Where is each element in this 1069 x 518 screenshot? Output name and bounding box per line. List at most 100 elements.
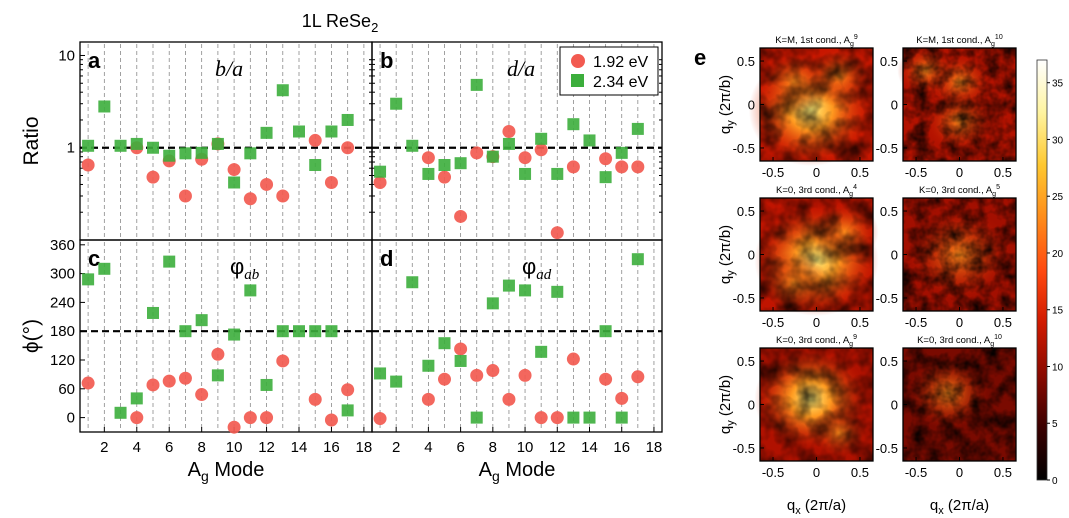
panel-letter: d — [380, 246, 393, 271]
data-point-2p34ev — [309, 159, 322, 172]
x-tick-label: 0 — [813, 165, 820, 180]
data-point-1p92ev — [276, 189, 290, 203]
y-tick-label: 240 — [50, 294, 75, 311]
data-point-1p92ev — [146, 170, 160, 184]
data-point-1p92ev — [373, 175, 387, 189]
data-point-1p92ev — [341, 383, 355, 397]
data-point-1p92ev — [276, 354, 290, 368]
heatmap-title-main: K=0, 3rd cond., A — [776, 335, 850, 346]
y-tick-label: 0.5 — [880, 354, 898, 369]
y-label-tail: (2π/b) — [717, 75, 734, 120]
data-point-2p34ev — [211, 137, 224, 150]
data-point-2p34ev — [519, 284, 532, 297]
data-point-2p34ev — [519, 167, 532, 180]
data-point-2p34ev — [583, 134, 596, 147]
heatmap-title-sub: g — [990, 341, 994, 348]
panel-annotation: b/a — [215, 56, 243, 81]
panel-d: 2 4 6 8 10 12 14 16 18 Ag Mode d φad — [371, 239, 663, 484]
data-point-2p34ev — [535, 132, 548, 145]
x-tick-label: 0.5 — [994, 315, 1012, 330]
data-point-2p34ev — [98, 100, 111, 113]
y-tick-label: -0.5 — [733, 291, 755, 306]
y-tick-label: 60 — [58, 381, 75, 398]
heatmap-texture — [760, 48, 873, 161]
panel-annotation: φad — [522, 254, 552, 283]
data-point-2p34ev — [390, 375, 403, 388]
data-point-1p92ev — [599, 152, 613, 166]
data-point-2p34ev — [438, 337, 451, 350]
y-tick-label: -0.5 — [876, 291, 898, 306]
x-tick-label: 0 — [813, 315, 820, 330]
data-point-2p34ev — [567, 118, 580, 131]
annotation-sub: ab — [244, 267, 260, 283]
data-point-2p34ev — [147, 306, 159, 319]
x-tick-label: 0 — [956, 165, 963, 180]
data-point-2p34ev — [325, 125, 338, 138]
heatmap-6: K=0, 3rd cond., Ag10 -0.5 -0.5 0 0 0.5 0.5 qx (… — [876, 334, 1017, 517]
y-label-tail: (2π/b) — [717, 375, 734, 420]
data-point-2p34ev — [599, 325, 612, 338]
heatmap-title: K=0, 3rd cond., Ag5 — [919, 184, 1000, 198]
panel-c: 0 60 120 180 240 300 360 2 4 6 8 10 12 14 16 18 Ag Mode ϕ… — [20, 237, 373, 484]
heatmap-title-sub: g — [991, 41, 995, 48]
data-point-2p34ev — [631, 253, 644, 266]
panel-b: b d/a — [371, 41, 663, 241]
y-label-main: q — [717, 126, 734, 134]
x-axis-label-main: A — [188, 459, 202, 481]
y-axis-label: ϕ(°) — [20, 319, 43, 353]
data-point-2p34ev — [260, 126, 273, 139]
data-point-1p92ev — [227, 163, 241, 177]
x-tick-label: 0.5 — [994, 165, 1012, 180]
data-point-2p34ev — [374, 367, 387, 380]
data-point-2p34ev — [486, 297, 499, 310]
data-point-2p34ev — [179, 147, 192, 160]
y-label-main: q — [717, 276, 734, 284]
x-tick-label: 6 — [456, 439, 464, 456]
data-point-2p34ev — [502, 137, 515, 150]
data-point-2p34ev — [228, 328, 241, 341]
data-point-2p34ev — [98, 262, 111, 275]
x-tick-label: 12 — [549, 439, 566, 456]
data-point-1p92ev — [178, 189, 192, 203]
x-tick-label: 0 — [813, 465, 820, 480]
y-tick-label: 0 — [748, 248, 755, 263]
data-point-2p34ev — [114, 406, 127, 419]
panel-annotation: φab — [230, 254, 260, 283]
x-axis-label-sub: g — [201, 468, 209, 484]
data-point-2p34ev — [211, 369, 224, 382]
heatmap-texture — [760, 348, 873, 461]
heatmap-y-label: qy (2π/b) — [717, 375, 737, 434]
plot-frame — [371, 239, 663, 433]
heatmap-texture — [903, 348, 1016, 461]
heatmap-2: K=M, 1st cond., Ag10 -0.5 -0.5 0 0 0.5 0.5 — [876, 34, 1017, 180]
colorbar-gradient — [1036, 59, 1048, 481]
data-point-2p34ev — [583, 411, 596, 424]
data-point-1p92ev — [211, 347, 225, 361]
legend: 1.92 eV 2.34 eV — [559, 46, 659, 96]
x-axis-label-tail: Mode — [500, 459, 556, 481]
data-point-1p92ev — [631, 160, 645, 174]
data-point-2p34ev — [244, 284, 257, 297]
heatmap-title-sub: g — [849, 191, 853, 198]
heatmap-title-sup: 5 — [996, 184, 1000, 191]
x-label-main: q — [930, 497, 938, 514]
heatmap-y-label: qy (2π/b) — [717, 225, 737, 284]
data-point-1p92ev — [438, 170, 451, 184]
x-tick-label: -0.5 — [905, 165, 927, 180]
data-point-2p34ev — [82, 139, 95, 152]
data-point-1p92ev — [518, 368, 532, 382]
data-point-1p92ev — [324, 413, 338, 427]
x-tick-label: 14 — [581, 439, 598, 456]
x-tick-label: 8 — [489, 439, 497, 456]
heatmap-title-sub: g — [992, 191, 996, 198]
data-point-2p34ev — [325, 325, 338, 338]
data-point-2p34ev — [147, 141, 159, 154]
heatmap-title-main: K=0, 3rd cond., A — [776, 185, 850, 196]
heatmap-texture — [760, 198, 873, 311]
y-tick-label: 0.5 — [880, 54, 898, 69]
annotation-main: φ — [522, 254, 536, 279]
x-tick-label: 18 — [356, 439, 373, 456]
